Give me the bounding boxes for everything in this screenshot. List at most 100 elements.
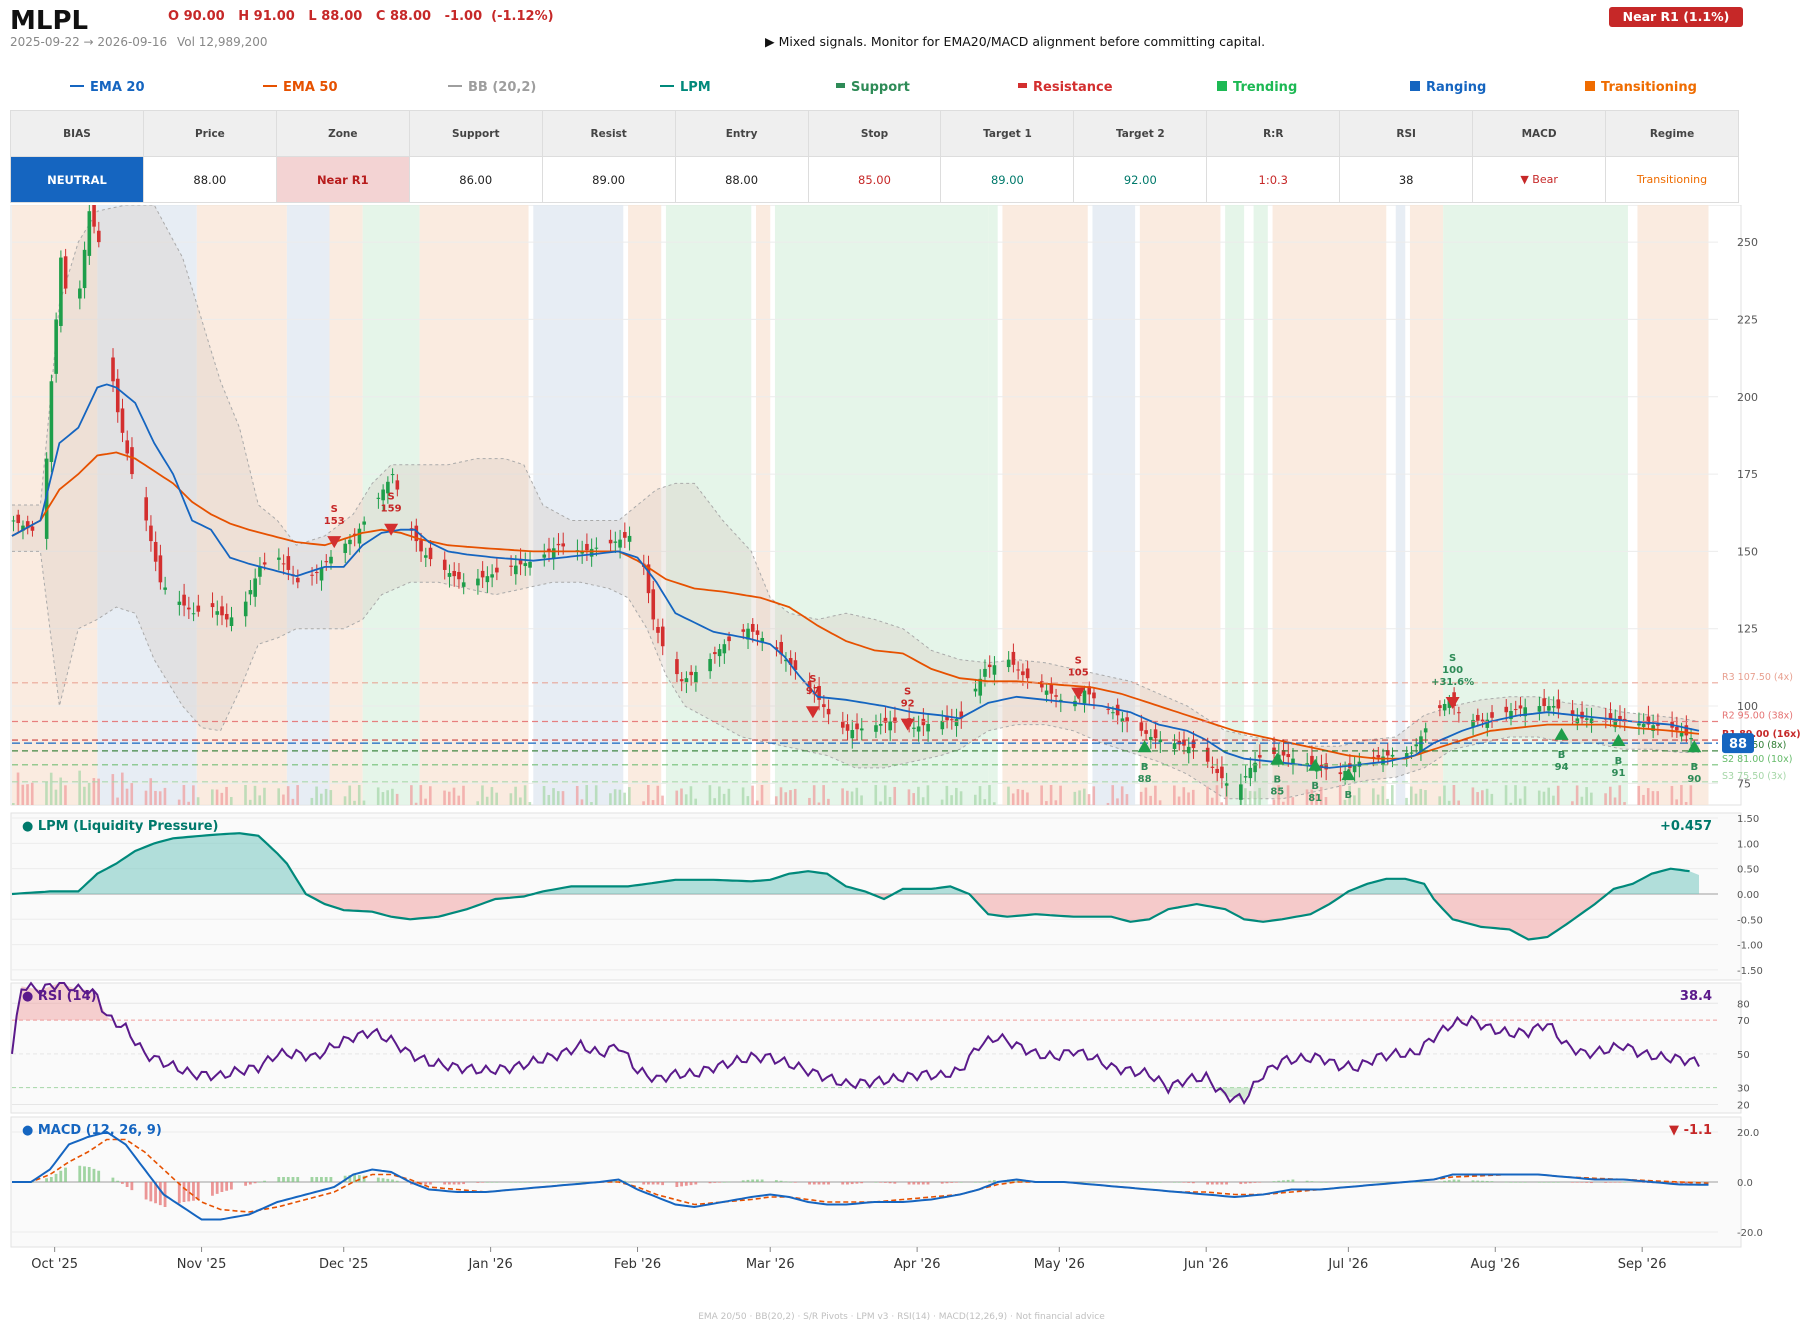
- volume-bar: [1078, 790, 1081, 805]
- candle-body: [1547, 706, 1551, 711]
- volume-bar: [296, 785, 299, 805]
- candle-body: [987, 664, 992, 668]
- candle-body: [1224, 783, 1229, 786]
- candle-body: [1404, 753, 1409, 759]
- candle-body: [878, 723, 883, 726]
- legend-item-support[interactable]: Support: [836, 80, 910, 95]
- macd-histogram-bar: [827, 1182, 830, 1185]
- macd-histogram-bar: [177, 1182, 181, 1204]
- date-axis-label: Mar '26: [746, 1257, 795, 1272]
- candle-body: [187, 607, 191, 610]
- sell-signal-price: 105: [1068, 668, 1089, 679]
- candle-body: [551, 548, 556, 560]
- price-axis-tick: 150: [1737, 545, 1758, 558]
- candle-body: [348, 539, 352, 545]
- candle-body: [1423, 728, 1428, 733]
- volume-bar: [917, 786, 920, 805]
- sell-signal-letter: S: [1075, 656, 1082, 667]
- volume-bar: [973, 794, 977, 805]
- macd-histogram-bar: [822, 1182, 826, 1185]
- rsi-axis-tick: 80: [1737, 999, 1750, 1010]
- legend-item-ema-50[interactable]: EMA 50: [263, 80, 338, 95]
- legend-item-ranging[interactable]: Ranging: [1410, 80, 1486, 95]
- candle-body: [514, 565, 518, 575]
- macd-histogram-bar: [992, 1180, 996, 1182]
- macd-histogram-bar: [1210, 1182, 1214, 1185]
- volume-bar: [1082, 788, 1086, 805]
- macd-histogram-bar: [708, 1182, 712, 1184]
- macd-histogram-bar: [1338, 1182, 1342, 1183]
- macd-histogram-bar: [1675, 1182, 1679, 1185]
- volume-bar: [16, 772, 20, 805]
- macd-histogram-bar: [912, 1182, 916, 1185]
- date-axis-label: Oct '25: [31, 1257, 78, 1272]
- lpm-negative-area: [12, 893, 1700, 940]
- legend-item-trending[interactable]: Trending: [1217, 80, 1297, 95]
- volume-bar: [812, 785, 816, 805]
- macd-histogram-bar: [950, 1182, 954, 1183]
- lpm-axis-tick: 0.00: [1737, 890, 1759, 901]
- candle-body: [92, 205, 96, 227]
- macd-histogram-bar: [1253, 1182, 1257, 1183]
- volume-bar: [789, 790, 792, 805]
- candle-body: [893, 717, 897, 723]
- macd-histogram-bar: [1518, 1182, 1522, 1183]
- macd-histogram-bar: [229, 1182, 233, 1190]
- volume-bar: [1518, 798, 1522, 805]
- volume-bar: [362, 800, 366, 805]
- macd-histogram-bar: [722, 1182, 726, 1183]
- macd-histogram-bar: [92, 1168, 96, 1182]
- table-value-target-2: 92.00: [1073, 156, 1208, 203]
- volume-bar: [623, 792, 626, 805]
- candle-body: [115, 378, 120, 413]
- macd-histogram-bar: [386, 1178, 390, 1182]
- macd-histogram-bar: [45, 1178, 48, 1182]
- macd-histogram-bar: [959, 1182, 963, 1183]
- volume-bar: [547, 794, 551, 805]
- macd-histogram-bar: [1490, 1181, 1494, 1182]
- candle-body: [1191, 740, 1196, 749]
- candle-body: [376, 497, 381, 499]
- table-value-entry: 88.00: [674, 156, 809, 203]
- price-axis-tick: 100: [1737, 700, 1758, 713]
- candle-body: [1385, 750, 1390, 756]
- volume-bar: [414, 802, 418, 805]
- volume-bar: [756, 800, 759, 805]
- legend-item-ema-20[interactable]: EMA 20: [70, 80, 145, 95]
- candle-body: [1480, 719, 1485, 722]
- macd-histogram-bar: [1471, 1180, 1475, 1182]
- candle-body: [509, 565, 513, 567]
- regime-band-trending: [362, 205, 420, 805]
- volume-bar: [514, 786, 517, 805]
- date-axis-label: Jun '26: [1183, 1257, 1229, 1272]
- macd-histogram-bar: [1220, 1182, 1224, 1185]
- volume-bar: [1575, 785, 1579, 805]
- chart-canvas[interactable]: 75 100 125 150 175 200 225 250 R3 107.50 (4x) R2 …: [0, 205, 1803, 1310]
- sell-signal-price: 159: [381, 504, 402, 515]
- date-axis-label: Jul '26: [1327, 1257, 1368, 1272]
- volume-bar: [713, 798, 716, 805]
- volume-bar: [1642, 794, 1645, 805]
- legend-marker: [1217, 80, 1227, 91]
- candle-body: [130, 447, 134, 475]
- candle-body: [1291, 758, 1295, 764]
- candle-body: [25, 521, 30, 529]
- legend-item-resistance[interactable]: Resistance: [1018, 80, 1113, 95]
- legend-item-bb-20-2[interactable]: BB (20,2): [448, 80, 536, 95]
- macd-histogram-bar: [774, 1180, 778, 1182]
- legend-item-transitioning[interactable]: Transitioning: [1585, 80, 1697, 95]
- volume-bar: [125, 788, 129, 805]
- regime-band-transitioning: [1272, 205, 1387, 805]
- volume-bar: [552, 788, 555, 805]
- candle-body: [1381, 756, 1385, 766]
- candle-body: [883, 717, 888, 723]
- candle-body: [916, 726, 921, 732]
- candle-body: [1186, 746, 1191, 754]
- volume-bar: [528, 802, 532, 805]
- legend-item-lpm[interactable]: LPM: [660, 80, 711, 95]
- macd-histogram-bar: [78, 1165, 82, 1182]
- macd-histogram-bar: [495, 1182, 499, 1183]
- candle-body: [286, 556, 291, 570]
- macd-histogram-bar: [1078, 1182, 1082, 1183]
- volume-bar: [1618, 785, 1622, 805]
